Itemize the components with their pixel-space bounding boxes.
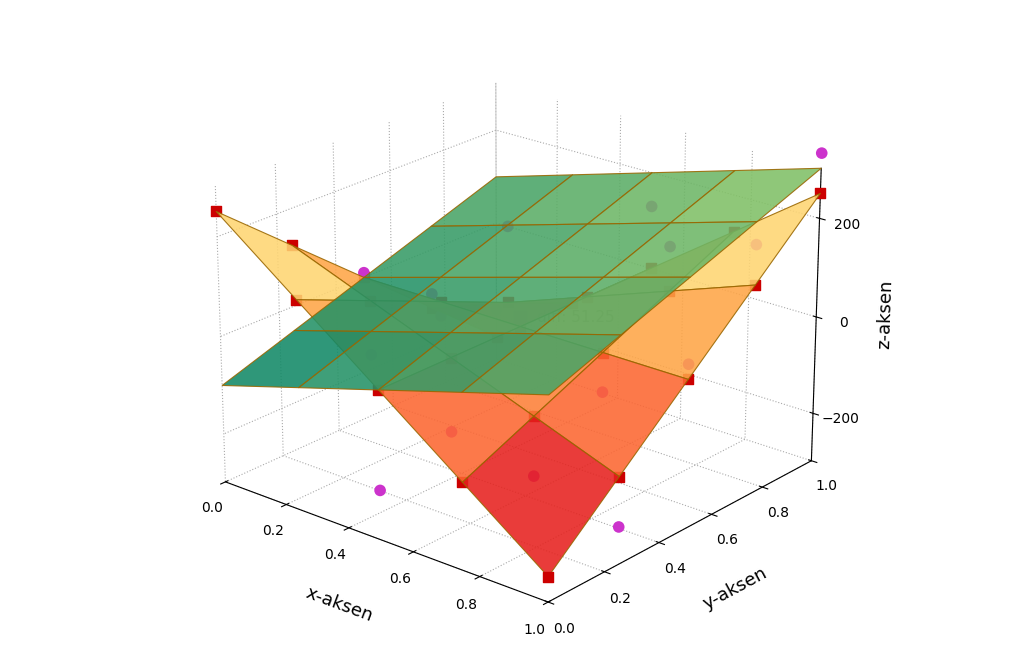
Y-axis label: y-aksen: y-aksen — [700, 564, 770, 613]
X-axis label: x-aksen: x-aksen — [303, 583, 375, 625]
